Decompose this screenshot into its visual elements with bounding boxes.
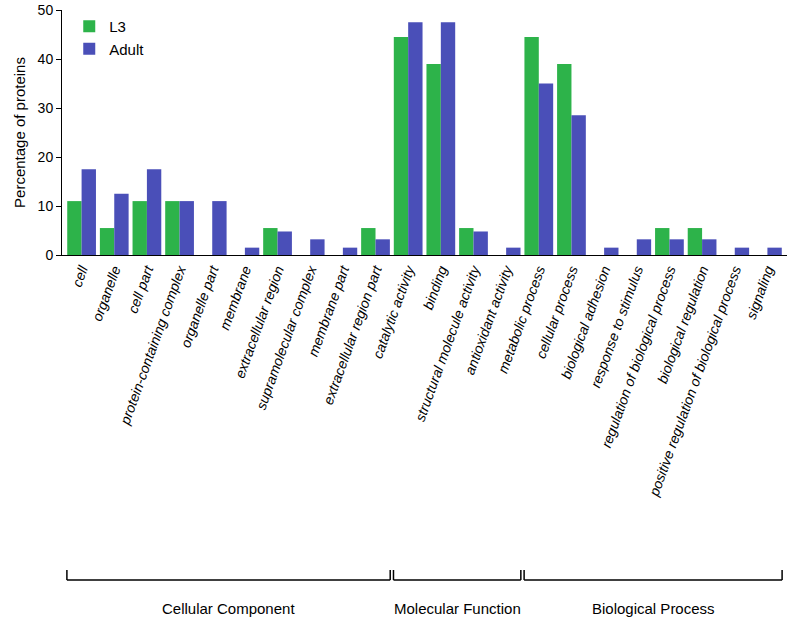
svg-text:cellular process: cellular process <box>533 264 581 361</box>
svg-text:regulation of biological proce: regulation of biological process <box>598 264 679 450</box>
svg-text:response to stimulus: response to stimulus <box>587 264 646 390</box>
svg-text:organelle part: organelle part <box>177 263 222 350</box>
svg-text:positive regulation of biologi: positive regulation of biological proces… <box>645 264 744 499</box>
svg-text:Adult: Adult <box>109 41 144 58</box>
svg-text:30: 30 <box>38 100 54 116</box>
svg-text:0: 0 <box>45 247 53 263</box>
svg-text:Percentage of proteins: Percentage of proteins <box>11 57 28 208</box>
svg-text:50: 50 <box>38 2 54 18</box>
svg-text:cell part: cell part <box>125 263 157 316</box>
svg-text:cell: cell <box>69 263 92 289</box>
svg-text:antioxidant activity: antioxidant activity <box>461 263 516 377</box>
svg-text:Biological Process: Biological Process <box>592 600 715 617</box>
svg-text:catalytic activity: catalytic activity <box>369 263 418 361</box>
svg-text:biological regulation: biological regulation <box>654 264 711 386</box>
svg-text:signaling: signaling <box>743 264 777 322</box>
svg-text:Cellular Component: Cellular Component <box>162 600 295 617</box>
svg-text:protein-containing complex: protein-containing complex <box>116 263 189 428</box>
svg-text:structural molecule activity: structural molecule activity <box>412 263 484 424</box>
svg-text:40: 40 <box>38 51 54 67</box>
svg-text:supramolecular complex: supramolecular complex <box>253 263 320 412</box>
svg-text:extracellular region part: extracellular region part <box>320 263 385 407</box>
svg-text:biological adhesion: biological adhesion <box>558 264 614 382</box>
svg-text:L3: L3 <box>109 18 126 35</box>
svg-text:membrane: membrane <box>216 264 254 333</box>
svg-text:binding: binding <box>420 264 451 312</box>
svg-text:metabolic process: metabolic process <box>495 264 549 375</box>
svg-text:organelle: organelle <box>89 264 124 324</box>
svg-text:extracellular region: extracellular region <box>231 264 287 381</box>
svg-text:10: 10 <box>38 198 54 214</box>
svg-text:membrane part: membrane part <box>305 263 353 359</box>
svg-text:Molecular Function: Molecular Function <box>394 600 521 617</box>
svg-text:20: 20 <box>38 149 54 165</box>
